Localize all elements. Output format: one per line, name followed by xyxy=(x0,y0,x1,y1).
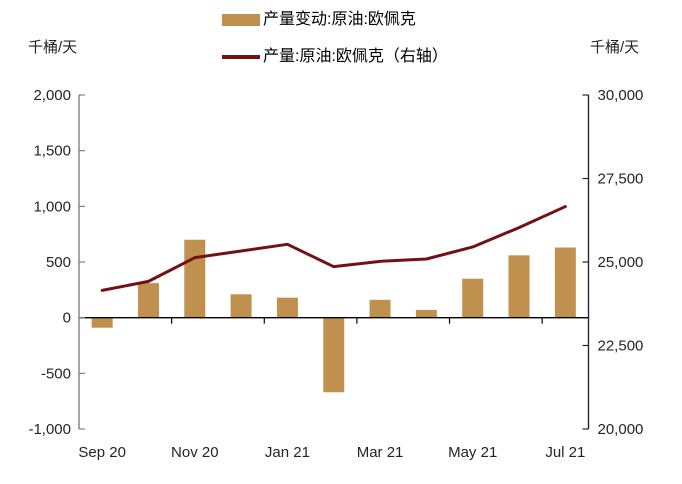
bar-nov-20 xyxy=(184,239,206,318)
right-axis-tick-label: 30,000 xyxy=(598,87,644,104)
bar-series-swatch-icon xyxy=(222,14,260,26)
bar-sep-20 xyxy=(91,317,113,328)
left-axis-tick-label: 1,500 xyxy=(33,143,71,160)
bar-jun-21 xyxy=(508,255,530,318)
bar-jul-21 xyxy=(554,247,576,318)
bar-series-legend-label: 产量变动:原油:欧佩克 xyxy=(263,11,416,28)
bar-oct-20 xyxy=(137,283,159,318)
x-axis-tick-label: Nov 20 xyxy=(171,444,219,461)
right-axis-tick-label: 22,500 xyxy=(598,338,644,355)
x-axis-tick-label: Jan 21 xyxy=(265,444,310,461)
right-axis-tick-label: 25,000 xyxy=(598,254,644,271)
right-axis-tick-label: 27,500 xyxy=(598,171,644,188)
x-axis-tick-label: Jul 21 xyxy=(545,444,585,461)
left-axis-tick-label: 1,000 xyxy=(33,198,71,215)
right-axis-tick-label: 20,000 xyxy=(598,421,644,438)
legend-item-bar-series: 产量变动:原油:欧佩克 xyxy=(222,9,448,31)
left-axis-tick-label: -500 xyxy=(41,365,71,382)
bar-mar-21 xyxy=(369,299,391,318)
legend: 产量变动:原油:欧佩克 产量:原油:欧佩克（右轴） xyxy=(222,9,448,68)
bar-jan-21 xyxy=(276,297,298,318)
legend-item-line-series: 产量:原油:欧佩克（右轴） xyxy=(222,46,448,68)
x-axis-tick-label: Sep 20 xyxy=(78,444,126,461)
line-series-swatch-icon xyxy=(222,55,260,59)
x-axis-tick-label: Mar 21 xyxy=(357,444,404,461)
left-axis-tick-label: 0 xyxy=(63,310,71,327)
right-axis-unit-label: 千桶/天 xyxy=(590,39,640,56)
line-series-legend-label: 产量:原油:欧佩克（右轴） xyxy=(263,48,448,65)
bar-dec-20 xyxy=(230,294,252,318)
left-axis-unit-label: 千桶/天 xyxy=(28,39,78,56)
bar-may-21 xyxy=(462,278,484,318)
bar-feb-21 xyxy=(323,317,345,393)
left-axis-tick-label: -1,000 xyxy=(28,421,71,438)
x-axis-tick-label: May 21 xyxy=(448,444,497,461)
left-axis-tick-label: 2,000 xyxy=(33,87,71,104)
left-axis-tick-label: 500 xyxy=(46,254,71,271)
bar-apr-21 xyxy=(415,309,437,318)
production-line xyxy=(100,205,567,292)
